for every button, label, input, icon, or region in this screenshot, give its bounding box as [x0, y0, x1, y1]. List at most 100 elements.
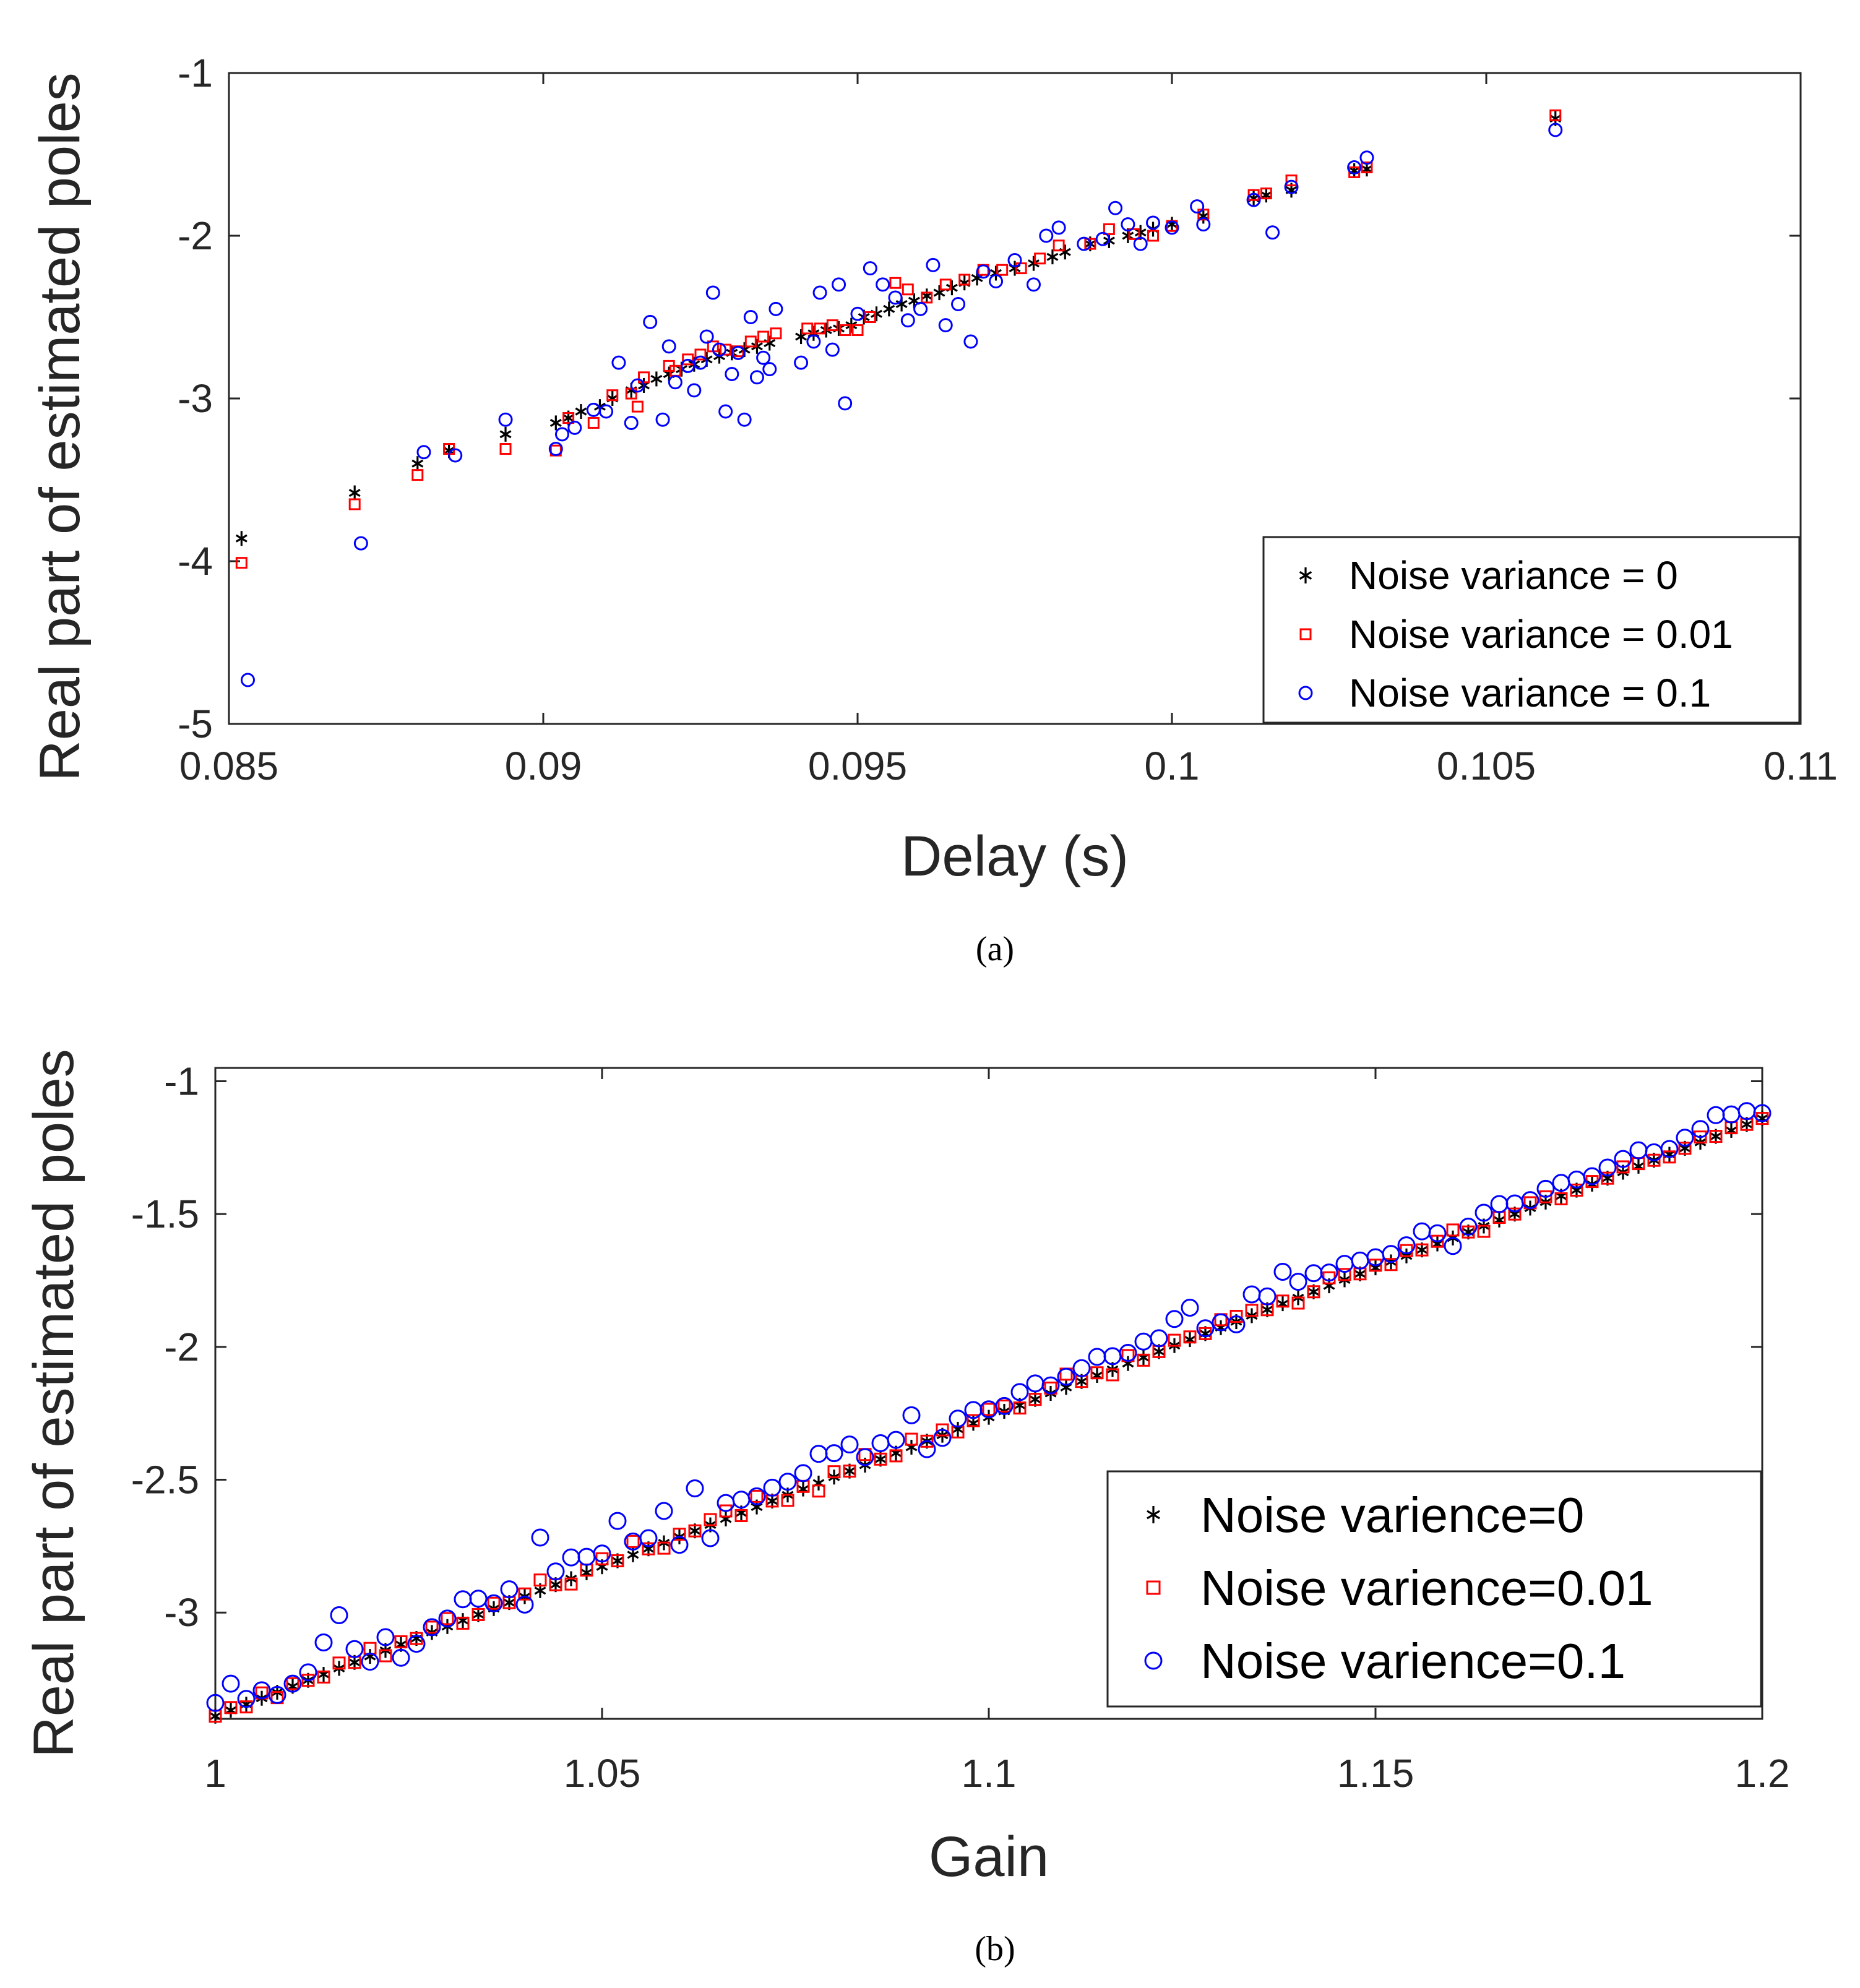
b-point-asterisk-stroke [1307, 1288, 1320, 1296]
b-point-square [967, 1414, 980, 1427]
b-point-square [1415, 1243, 1429, 1257]
a-point-square [235, 557, 248, 569]
a-point-asterisk-stroke [663, 369, 675, 379]
b-point-circle [1397, 1236, 1416, 1255]
b-point-circle [1521, 1191, 1539, 1210]
b-point-circle [361, 1653, 379, 1671]
a-point-square [996, 264, 1009, 276]
b-point-square [750, 1489, 764, 1503]
a-point-circle [806, 334, 821, 349]
b-point-asterisk-stroke [1153, 1347, 1165, 1356]
b-legend-label-0: Noise varience=0 [1200, 1487, 1584, 1543]
a-point-circle [794, 355, 809, 370]
b-point-square [1028, 1393, 1042, 1406]
a-point-asterisk [883, 301, 895, 317]
b-point-square [657, 1541, 671, 1555]
a-point-asterisk-stroke [971, 273, 983, 282]
b-point-square [1013, 1401, 1027, 1415]
a-point-square [770, 327, 782, 340]
a-x-tick-label: 0.085 [179, 744, 278, 788]
a-point-circle [743, 310, 758, 324]
a-series-0 [235, 111, 1562, 546]
a-point-square [587, 416, 600, 429]
b-point-square [1446, 1223, 1460, 1237]
a-point-asterisk [348, 485, 361, 501]
a-point-square [348, 498, 361, 510]
a-point-circle [1039, 228, 1054, 243]
a-point-circle [976, 264, 991, 279]
a-y-tick-label: -3 [178, 376, 213, 421]
b-point-square [1508, 1207, 1522, 1221]
a-point-circle [705, 285, 720, 300]
b-point-square [1291, 1296, 1305, 1310]
b-point-asterisk-stroke [1570, 1185, 1583, 1195]
a-point-asterisk [921, 288, 933, 304]
b-point-circle [593, 1544, 611, 1563]
b-point-asterisk-stroke [843, 1467, 856, 1476]
a-point-circle [1246, 192, 1261, 207]
a-point-circle [599, 404, 614, 419]
b-point-circle [686, 1479, 704, 1498]
b-point-circle [949, 1409, 967, 1428]
a-point-square [851, 324, 864, 337]
b-point-square [471, 1607, 485, 1621]
b-point-square [1570, 1184, 1583, 1197]
a-point-asterisk [1260, 187, 1272, 203]
b-point-circle [887, 1431, 905, 1449]
b-point-asterisk-stroke [472, 1610, 484, 1619]
b-point-asterisk-stroke [627, 1551, 639, 1559]
a-point-circle [1007, 252, 1022, 267]
b-point-square [936, 1423, 949, 1437]
b-point-asterisk-stroke [689, 1526, 701, 1535]
a-y-tick-label: -1 [178, 51, 213, 95]
b-point-circle [438, 1609, 457, 1628]
a-point-square [839, 324, 851, 337]
a-point-asterisk-stroke [1361, 165, 1373, 173]
b-x-tick-label: 1 [204, 1751, 226, 1796]
b-point-circle [500, 1580, 519, 1599]
b-point-square [1601, 1171, 1614, 1185]
b-point-circle [933, 1429, 952, 1447]
a-x-tick-label: 0.09 [505, 744, 582, 788]
b-point-circle [392, 1648, 410, 1667]
a-point-asterisk [575, 404, 587, 420]
a-point-circle [693, 355, 708, 370]
chart-a-legend: Noise variance = 0 Noise variance = 0.01 N… [1262, 536, 1801, 724]
b-point-circle [1475, 1203, 1493, 1222]
b-point-circle [283, 1674, 302, 1693]
b-point-circle [1382, 1245, 1400, 1263]
a-point-square [864, 311, 876, 323]
a-point-asterisk-stroke [764, 339, 776, 348]
a-point-circle [712, 342, 726, 357]
b-x-tick-label: 1.2 [1735, 1751, 1790, 1796]
chart-a-panel-label: (a) [976, 930, 1014, 968]
a-point-asterisk [933, 285, 945, 301]
a-point-asterisk [1028, 256, 1040, 271]
b-point-circle [670, 1536, 689, 1554]
b-point-square [1307, 1285, 1320, 1299]
b-point-square [518, 1587, 532, 1601]
b-point-circle [299, 1663, 317, 1682]
b-point-square [1647, 1153, 1661, 1167]
b-point-asterisk-stroke [611, 1556, 624, 1565]
b-point-circle [1320, 1263, 1338, 1282]
a-point-asterisk-stroke [751, 342, 763, 351]
b-y-tick-label: -3 [164, 1590, 199, 1635]
b-point-square [441, 1612, 454, 1625]
b-point-square [889, 1449, 903, 1463]
a-point-circle [1077, 236, 1091, 251]
b-point-asterisk-stroke [1060, 1383, 1072, 1392]
a-point-asterisk-stroke [908, 296, 920, 305]
a-point-square [902, 283, 914, 296]
b-point-asterisk-stroke [1029, 1395, 1041, 1404]
a-point-asterisk-stroke [499, 430, 512, 439]
b-point-square [611, 1554, 624, 1568]
b-legend-label-2: Noise varience=0.1 [1200, 1633, 1625, 1689]
b-series-2 [206, 1102, 1772, 1712]
a-point-asterisk-stroke [411, 459, 424, 468]
b-legend-marker-0 [1147, 1506, 1160, 1523]
b-point-asterisk-stroke [1416, 1246, 1428, 1254]
a-point-circle [812, 285, 827, 300]
a-point-asterisk-stroke [871, 309, 882, 318]
a-point-asterisk [795, 329, 807, 345]
